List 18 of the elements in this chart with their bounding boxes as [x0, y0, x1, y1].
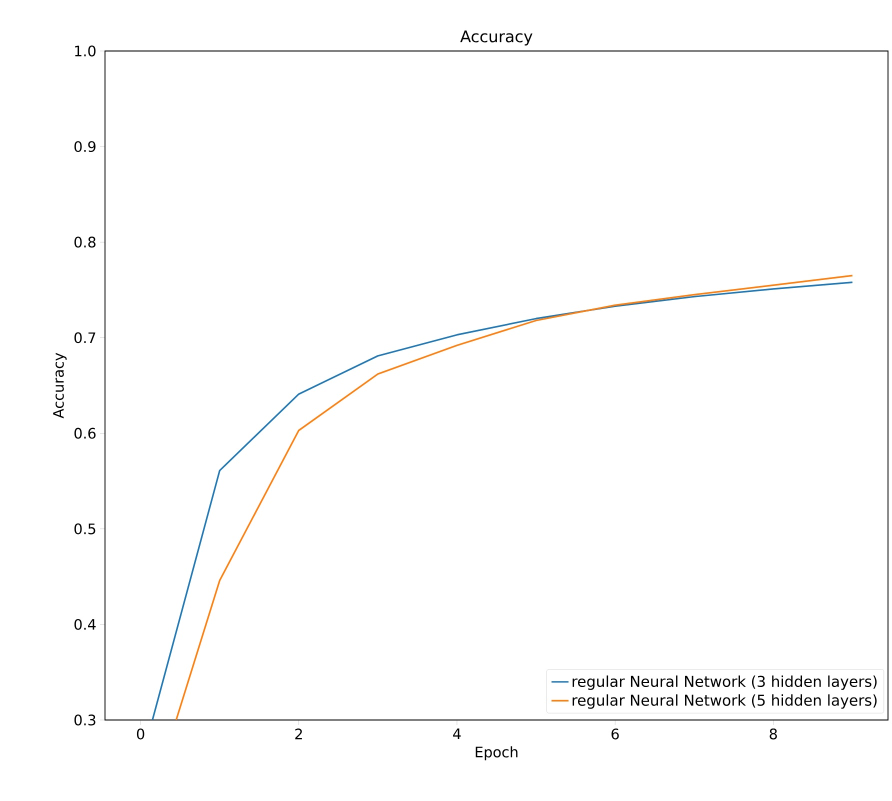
y-tick-label: 0.4 — [74, 618, 96, 630]
y-tick-label: 1.0 — [75, 46, 96, 56]
legend-label: regular Neural Network (3 hidden layers) — [572, 675, 877, 690]
x-axis-title: Epoch — [476, 746, 518, 760]
y-tick-label: 0.3 — [74, 714, 96, 726]
legend-label: regular Neural Network (5 hidden layers) — [572, 694, 877, 709]
chart-title: Accuracy — [460, 30, 532, 46]
x-tick-label: 0 — [136, 728, 144, 740]
x-tick-label: 2 — [295, 728, 302, 740]
y-tick-label: 0.5 — [74, 523, 96, 534]
x-tick-label: 8 — [770, 728, 777, 740]
y-axis-title: Accuracy — [53, 352, 67, 418]
y-tick-label: 0.9 — [74, 141, 96, 152]
x-tick-label: 4 — [453, 728, 461, 740]
x-tick-label: 6 — [612, 728, 619, 740]
y-tick-label: 0.7 — [74, 332, 96, 344]
y-tick-label: 0.8 — [74, 236, 96, 248]
y-tick-label: 0.6 — [74, 428, 96, 439]
